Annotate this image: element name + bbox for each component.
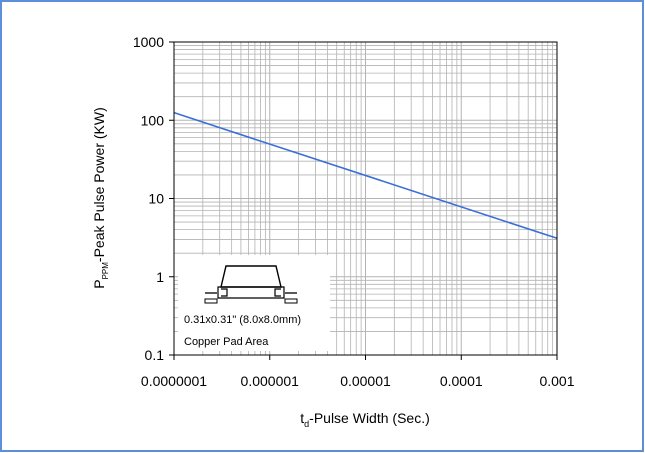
x-tick-label: 0.00001	[340, 373, 391, 389]
x-tick-label: 0.0001	[440, 373, 483, 389]
y-tick-labels: 1000 100 10 1 0.1	[133, 34, 164, 363]
x-axis-label-sub: d	[304, 419, 309, 429]
x-tick-label: 0.000001	[241, 373, 300, 389]
y-axis-label-main: P	[91, 279, 107, 288]
x-axis-label-rest: -Pulse Width (Sec.)	[309, 410, 430, 426]
y-axis-label-sub: PPM	[101, 262, 110, 280]
y-axis-label: PPPM-Peak Pulse Power (KW)	[91, 107, 110, 289]
series-line	[173, 111, 558, 240]
x-tick-label: 0.0000001	[141, 373, 207, 389]
package-icon	[204, 265, 298, 304]
x-tick-label: 0.001	[539, 373, 574, 389]
inset-label-pad: Copper Pad Area	[184, 336, 269, 348]
y-tick-label: 10	[148, 191, 164, 207]
tick-marks	[169, 41, 558, 360]
x-tick-labels: 0.0000001 0.000001 0.00001 0.0001 0.001	[141, 373, 575, 389]
y-tick-label: 100	[141, 112, 165, 128]
inset-background	[178, 255, 330, 351]
inset-box: 0.31x0.31" (8.0x8.0mm) Copper Pad Area	[178, 255, 330, 351]
x-axis-label: td-Pulse Width (Sec.)	[300, 410, 430, 429]
y-tick-label: 1000	[133, 34, 164, 50]
y-tick-label: 1	[156, 269, 164, 285]
inset-label-size: 0.31x0.31" (8.0x8.0mm)	[184, 314, 301, 326]
y-tick-label: 0.1	[145, 347, 165, 363]
x-axis-label-main: t	[300, 410, 304, 426]
y-axis-label-rest: -Peak Pulse Power (KW)	[91, 107, 107, 262]
